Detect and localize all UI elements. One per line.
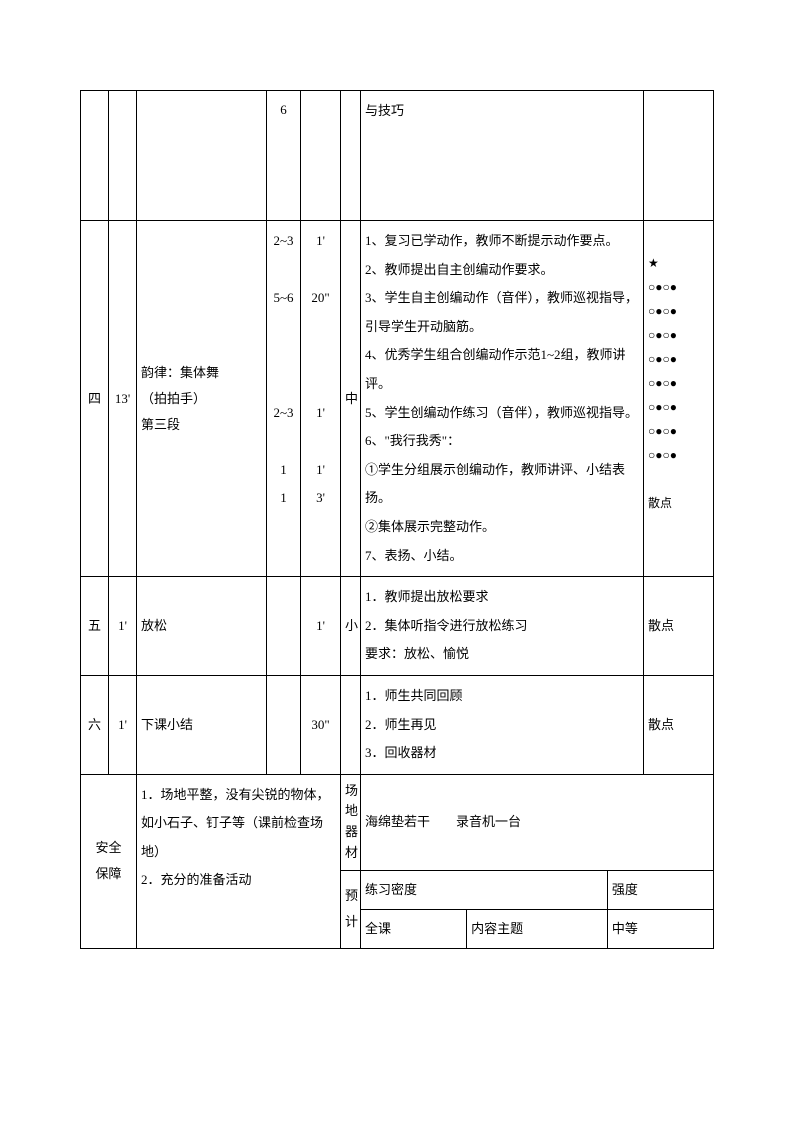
cell-r3-c5: 1' bbox=[301, 577, 341, 676]
lesson-table: 6 与技巧 四 13' 韵律：集体舞 （拍拍手） 第三段 2~3 5~6 2~3… bbox=[80, 90, 714, 949]
intensity-label: 强度 bbox=[607, 871, 713, 909]
cell-r4-c2: 1' bbox=[109, 675, 137, 774]
content-theme: 内容主题 bbox=[467, 910, 608, 948]
table-row: 六 1' 下课小结 30" 1．师生共同回顾 2．师生再见 3．回收器材 散点 bbox=[81, 675, 714, 774]
cell-r4-c1: 六 bbox=[81, 675, 109, 774]
forecast-label: 预计 bbox=[341, 870, 361, 948]
cell-r2-c5: 1' 20" 1' 1' 3' bbox=[301, 221, 341, 577]
cell-r4-c7: 1．师生共同回顾 2．师生再见 3．回收器材 bbox=[361, 675, 644, 774]
table-row: 安全 保障 1．场地平整，没有尖锐的物体，如小石子、钉子等（课前检查场地） 2．… bbox=[81, 774, 714, 870]
cell-r4-c3: 下课小结 bbox=[137, 675, 267, 774]
cell-r3-c7: 1．教师提出放松要求 2．集体听指令进行放松练习 要求：放松、愉悦 bbox=[361, 577, 644, 676]
cell-r3-c2: 1' bbox=[109, 577, 137, 676]
table-row: 6 与技巧 bbox=[81, 91, 714, 221]
density-label: 练习密度 bbox=[361, 871, 607, 909]
cell-r1-c7: 与技巧 bbox=[361, 91, 644, 221]
cell-r2-c2: 13' bbox=[109, 221, 137, 577]
cell-r4-c8: 散点 bbox=[644, 675, 714, 774]
cell-r4-c5: 30" bbox=[301, 675, 341, 774]
cell-r2-c7: 1、复习已学动作，教师不断提示动作要点。 2、教师提出自主创编动作要求。 3、学… bbox=[361, 221, 644, 577]
cell-r2-c1: 四 bbox=[81, 221, 109, 577]
safety-text: 1．场地平整，没有尖锐的物体，如小石子、钉子等（课前检查场地） 2．充分的准备活… bbox=[137, 774, 341, 948]
cell-r3-c8: 散点 bbox=[644, 577, 714, 676]
lesson-plan-page: 6 与技巧 四 13' 韵律：集体舞 （拍拍手） 第三段 2~3 5~6 2~3… bbox=[0, 0, 794, 1009]
cell-r3-c3: 放松 bbox=[137, 577, 267, 676]
safety-label: 安全 保障 bbox=[81, 774, 137, 948]
medium: 中等 bbox=[607, 910, 713, 948]
table-row: 五 1' 放松 1' 小 1．教师提出放松要求 2．集体听指令进行放松练习 要求… bbox=[81, 577, 714, 676]
cell-r2-c4: 2~3 5~6 2~3 1 1 bbox=[267, 221, 301, 577]
cell-r2-c3: 韵律：集体舞 （拍拍手） 第三段 bbox=[137, 221, 267, 577]
full-class: 全课 bbox=[361, 910, 467, 948]
cell-r2-c6: 中 bbox=[341, 221, 361, 577]
table-row: 四 13' 韵律：集体舞 （拍拍手） 第三段 2~3 5~6 2~3 1 1 1… bbox=[81, 221, 714, 577]
cell-r3-c6: 小 bbox=[341, 577, 361, 676]
cell-r1-c4: 6 bbox=[267, 91, 301, 221]
cell-r2-c8: ★ ○●○● ○●○● ○●○● ○●○● ○●○● ○●○● ○●○● ○●○… bbox=[644, 221, 714, 577]
venue-text: 海绵垫若干 录音机一台 bbox=[361, 774, 714, 870]
venue-label: 场地 器材 bbox=[341, 774, 361, 870]
cell-r3-c1: 五 bbox=[81, 577, 109, 676]
